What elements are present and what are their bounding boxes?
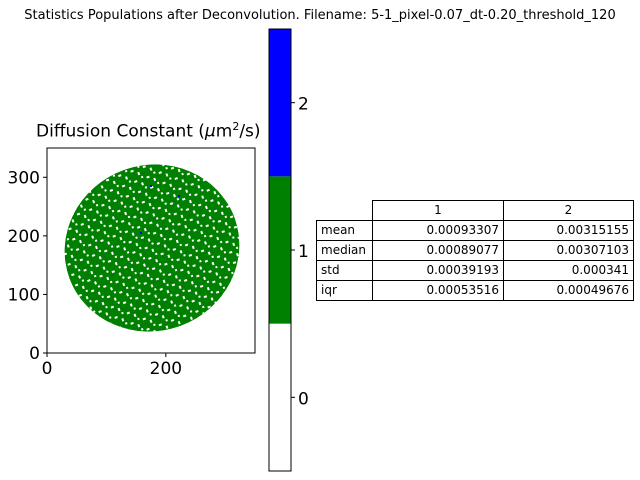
colorbar-tick-label: 2 (298, 95, 309, 115)
y-tick-label: 300 (8, 168, 40, 188)
figure-title: Statistics Populations after Deconvoluti… (24, 8, 616, 23)
table-cell: 0.00315155 (503, 220, 634, 241)
x-ticks: 0 200 (42, 353, 182, 379)
table-corner (317, 201, 373, 221)
table-row: std 0.00039193 0.000341 (316, 260, 634, 281)
table-row: iqr 0.00053516 0.00049676 (316, 280, 634, 301)
table-row: median 0.00089077 0.00307103 (316, 240, 634, 261)
table-cell: 0.00053516 (372, 280, 504, 301)
row-label: mean (316, 220, 373, 241)
colorbar-segment (269, 29, 291, 177)
column-header: 1 (372, 200, 504, 221)
y-tick-label: 200 (8, 227, 40, 247)
table-cell: 0.000341 (503, 260, 634, 281)
table-cell: 0.00039193 (372, 260, 504, 281)
table-cell: 0.00093307 (372, 220, 504, 241)
y-ticks: 0 100 200 300 (8, 168, 47, 364)
population-2-speck (140, 232, 142, 234)
statistics-table: 1 2 mean 0.00093307 0.00315155 median 0.000890… (316, 200, 634, 301)
table-row: mean 0.00093307 0.00315155 (316, 220, 634, 241)
population-2-speck (150, 185, 152, 187)
row-label: median (316, 240, 373, 261)
x-tick-label: 0 (42, 359, 53, 379)
column-header: 2 (503, 200, 634, 221)
table-cell: 0.00307103 (503, 240, 634, 261)
row-label: iqr (316, 280, 373, 301)
colorbar: 0 1 2 (268, 28, 309, 472)
table-cell: 0.00049676 (503, 280, 634, 301)
heatmap-axes: 0 200 0 100 200 300 (8, 147, 256, 379)
population-map (64, 164, 240, 332)
colorbar-segment (269, 323, 291, 471)
table-cell: 0.00089077 (372, 240, 504, 261)
plot-title: Diffusion Constant (μm2/s) (36, 120, 261, 142)
row-label: std (316, 260, 373, 281)
colorbar-tick-label: 0 (298, 389, 309, 409)
y-tick-label: 100 (8, 285, 40, 305)
colorbar-segment (269, 176, 291, 324)
x-tick-label: 200 (150, 359, 182, 379)
colorbar-tick-label: 1 (298, 242, 309, 262)
population-2-speck (178, 195, 180, 197)
y-tick-label: 0 (29, 344, 40, 364)
population-1-region (64, 164, 240, 332)
